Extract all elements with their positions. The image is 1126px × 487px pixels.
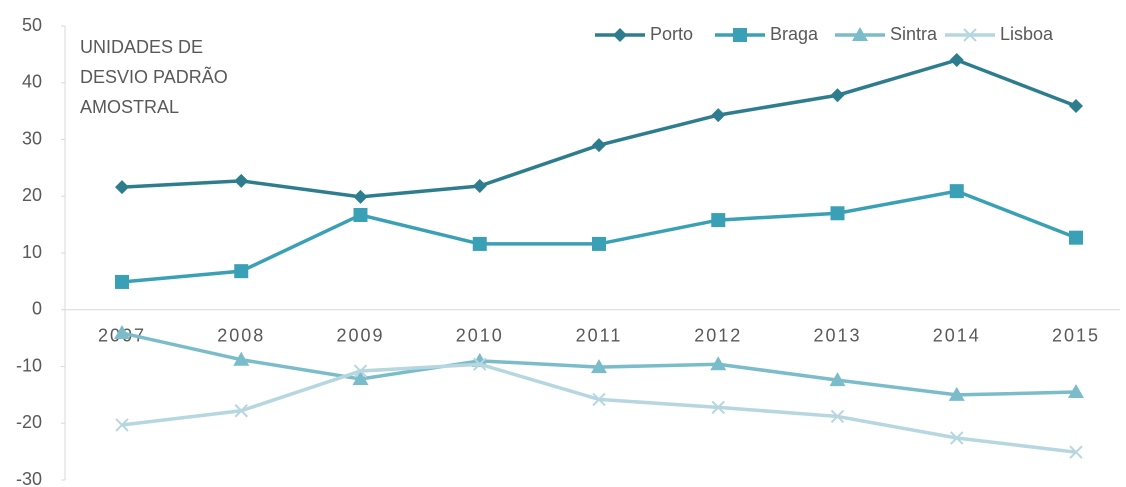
marker <box>949 53 964 68</box>
x-tick-label: 2009 <box>336 326 384 346</box>
marker <box>711 400 725 415</box>
marker <box>1069 99 1083 114</box>
marker <box>472 236 487 251</box>
x-tick-label: 2012 <box>694 326 742 346</box>
y-tick-label: -10 <box>16 355 42 375</box>
marker <box>830 88 845 103</box>
marker <box>114 325 130 340</box>
marker <box>592 236 606 251</box>
x-tick-label: 2013 <box>813 326 861 346</box>
marker <box>1069 445 1083 459</box>
marker <box>115 180 129 195</box>
y-tick-label: 10 <box>22 242 42 262</box>
x-tick-label: 2014 <box>933 326 981 346</box>
marker <box>613 28 627 42</box>
annotation: UNIDADES DE <box>80 37 203 57</box>
y-tick-label: 50 <box>22 15 42 35</box>
series-line <box>121 362 1077 454</box>
marker <box>353 207 368 222</box>
marker <box>830 206 845 221</box>
x-tick-label: 2011 <box>576 326 623 346</box>
y-tick-label: -30 <box>16 469 42 487</box>
x-tick-label: 2008 <box>217 326 265 346</box>
annotation: DESVIO PADRÃO <box>80 66 228 87</box>
marker <box>963 28 977 42</box>
marker <box>950 431 964 445</box>
legend-label: Lisboa <box>1000 24 1054 44</box>
legend-label: Braga <box>770 24 819 44</box>
legend-label: Porto <box>650 24 693 44</box>
marker <box>711 108 726 123</box>
y-tick-label: 20 <box>22 185 42 205</box>
marker <box>949 184 964 199</box>
marker <box>352 370 369 385</box>
marker <box>472 179 487 194</box>
x-tick-label: 2010 <box>456 326 504 346</box>
marker <box>1069 230 1083 245</box>
marker <box>115 274 129 289</box>
x-tick-label: 2015 <box>1052 326 1100 346</box>
marker <box>1068 384 1084 399</box>
legend-label: Sintra <box>890 24 938 44</box>
marker <box>353 189 368 204</box>
marker <box>353 364 368 378</box>
marker <box>852 27 868 41</box>
marker <box>829 372 846 387</box>
marker <box>233 351 250 366</box>
marker <box>234 264 249 279</box>
series-line <box>121 189 1077 284</box>
marker <box>592 392 606 407</box>
marker <box>710 356 727 371</box>
marker <box>234 404 248 418</box>
marker <box>830 409 845 424</box>
marker <box>711 213 726 228</box>
marker <box>948 386 965 401</box>
marker <box>591 359 607 374</box>
marker <box>234 173 249 188</box>
annotation: AMOSTRAL <box>80 97 179 117</box>
marker <box>115 418 129 432</box>
marker <box>733 28 747 42</box>
y-tick-label: 40 <box>22 72 42 92</box>
marker <box>592 138 606 153</box>
y-tick-label: 30 <box>22 128 42 148</box>
y-tick-label: 0 <box>32 299 42 319</box>
marker <box>473 357 487 371</box>
series-line <box>121 58 1077 199</box>
y-tick-label: -20 <box>16 412 42 432</box>
